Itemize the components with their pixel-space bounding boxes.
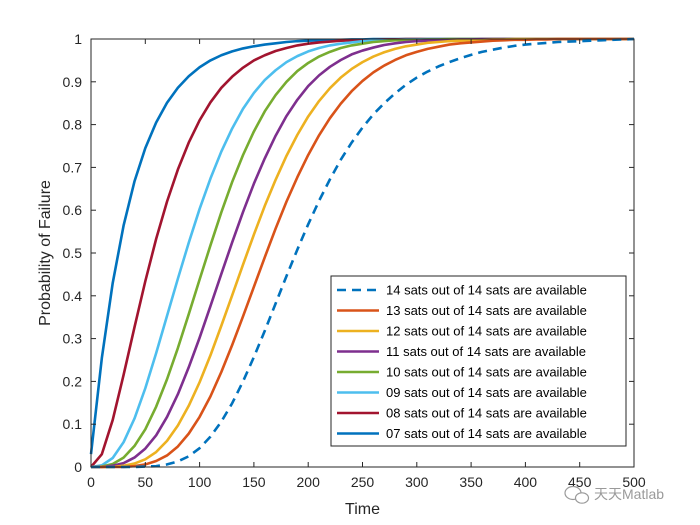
legend-label-5: 09 sats out of 14 sats are available	[386, 385, 587, 400]
series-line-0	[91, 37, 635, 469]
x-tick-label: 500	[622, 474, 646, 490]
tick-layer: 0 50 100 150 200 250 300 350 400 450 500 0 0.1 0.2 0.3…	[63, 31, 646, 490]
legend: 14 sats out of 14 sats are available 13 s…	[330, 275, 627, 447]
legend-label-7: 07 sats out of 14 sats are available	[386, 426, 587, 441]
y-tick-label: 0.1	[63, 416, 83, 432]
y-tick-label: 0.8	[63, 117, 83, 133]
legend-box	[330, 275, 627, 447]
legend-label-2: 12 sats out of 14 sats are available	[386, 324, 587, 339]
legend-label-3: 11 sats out of 14 sats are available	[386, 344, 586, 359]
x-tick-label: 350	[459, 474, 483, 490]
x-tick-label: 50	[138, 474, 154, 490]
watermark-text: 天天Matlab	[594, 486, 664, 502]
x-axis-label: Time	[345, 501, 380, 518]
y-tick-label: 0.4	[63, 288, 83, 304]
x-tick-label: 450	[568, 474, 592, 490]
x-tick-label: 300	[405, 474, 429, 490]
x-tick-label: 200	[297, 474, 321, 490]
legend-label-6: 08 sats out of 14 sats are available	[386, 406, 587, 421]
y-tick-label: 0.5	[63, 245, 83, 261]
watermark: 天天Matlab	[564, 485, 664, 504]
y-tick-label: 0.3	[63, 331, 83, 347]
y-tick-label: 0	[74, 459, 82, 475]
x-tick-label: 100	[188, 474, 212, 490]
legend-label-0: 14 sats out of 14 sats are available	[386, 283, 587, 298]
y-tick-label: 0.6	[63, 202, 83, 218]
legend-label-1: 13 sats out of 14 sats are available	[386, 303, 587, 318]
x-tick-label: 400	[514, 474, 538, 490]
y-tick-label: 1	[74, 31, 82, 47]
wechat-icon	[564, 485, 590, 504]
y-tick-label: 0.9	[63, 74, 83, 90]
y-tick-label: 0.7	[63, 159, 83, 175]
y-tick-label: 0.2	[63, 373, 83, 389]
y-axis-label: Probability of Failure	[37, 180, 54, 326]
x-tick-label: 250	[351, 474, 375, 490]
x-tick-label: 0	[87, 474, 95, 490]
legend-label-4: 10 sats out of 14 sats are available	[386, 365, 587, 380]
x-tick-label: 150	[242, 474, 266, 490]
